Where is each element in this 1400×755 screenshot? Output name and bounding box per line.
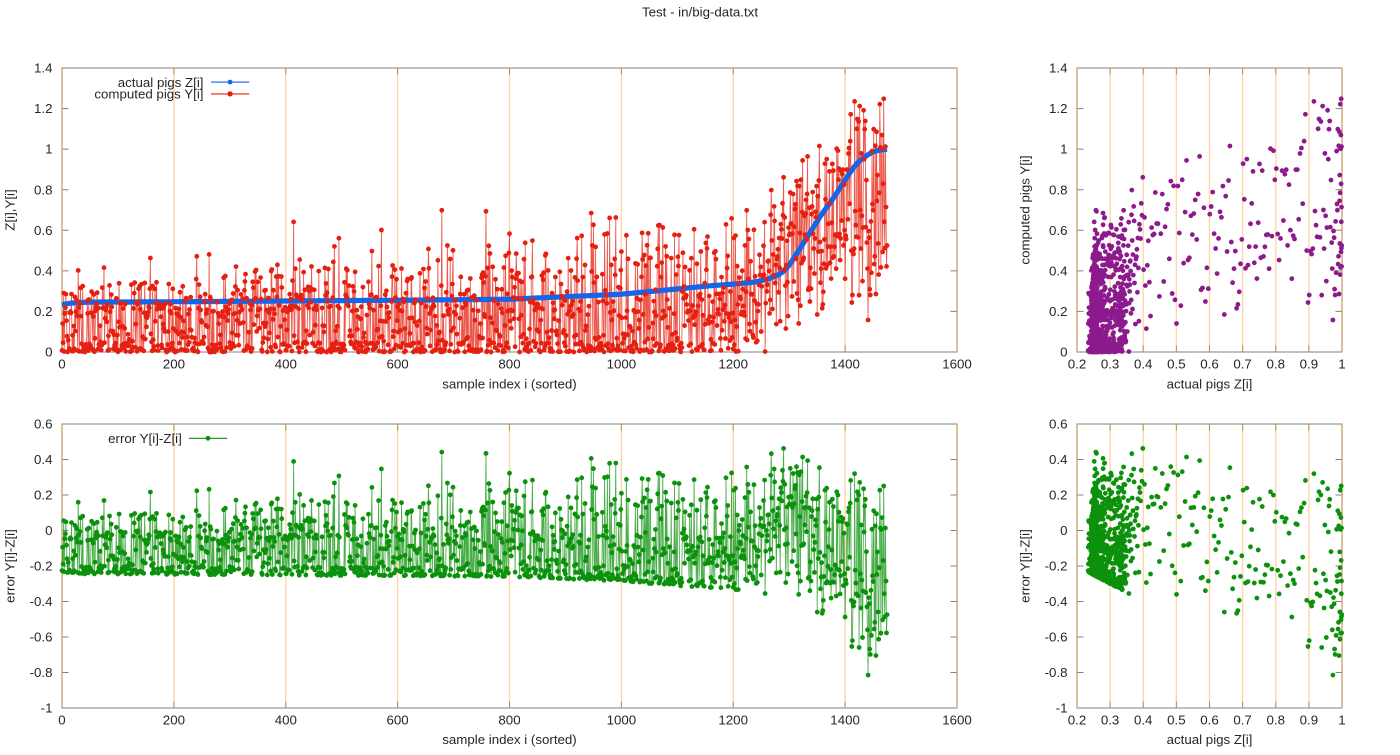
svg-text:1: 1 xyxy=(1060,142,1067,157)
svg-text:0.9: 0.9 xyxy=(1300,357,1319,372)
svg-text:-0.6: -0.6 xyxy=(1045,630,1068,645)
svg-text:-1: -1 xyxy=(1056,701,1068,716)
svg-text:0.4: 0.4 xyxy=(1049,452,1068,467)
svg-text:400: 400 xyxy=(275,713,297,728)
svg-text:-0.8: -0.8 xyxy=(30,665,53,680)
svg-text:0.6: 0.6 xyxy=(1200,357,1219,372)
svg-text:1000: 1000 xyxy=(607,357,637,372)
svg-text:0: 0 xyxy=(45,523,52,538)
svg-text:200: 200 xyxy=(163,713,185,728)
svg-text:0.8: 0.8 xyxy=(34,182,53,197)
svg-text:0.7: 0.7 xyxy=(1233,357,1252,372)
svg-text:1200: 1200 xyxy=(718,713,748,728)
svg-text:1600: 1600 xyxy=(942,713,972,728)
svg-text:1400: 1400 xyxy=(830,713,860,728)
svg-text:0: 0 xyxy=(1060,345,1067,360)
svg-text:Test - in/big-data.txt: Test - in/big-data.txt xyxy=(642,5,758,20)
svg-text:0.8: 0.8 xyxy=(1267,357,1286,372)
svg-text:actual pigs Z[i]: actual pigs Z[i] xyxy=(1167,732,1253,747)
svg-text:error Y[i]-Z[i]: error Y[i]-Z[i] xyxy=(1018,529,1033,603)
svg-text:1200: 1200 xyxy=(718,357,748,372)
svg-text:0.2: 0.2 xyxy=(1049,304,1068,319)
svg-text:0: 0 xyxy=(58,713,65,728)
svg-text:200: 200 xyxy=(163,357,185,372)
svg-text:800: 800 xyxy=(498,713,520,728)
svg-text:400: 400 xyxy=(275,357,297,372)
svg-text:800: 800 xyxy=(498,357,520,372)
svg-text:1.2: 1.2 xyxy=(34,101,53,116)
svg-text:1600: 1600 xyxy=(942,357,972,372)
svg-text:error Y[i]-Z[i]: error Y[i]-Z[i] xyxy=(3,529,18,603)
svg-text:-0.8: -0.8 xyxy=(1045,665,1068,680)
svg-text:0.6: 0.6 xyxy=(1200,713,1219,728)
svg-text:1.2: 1.2 xyxy=(1049,101,1068,116)
svg-text:-0.4: -0.4 xyxy=(1045,594,1068,609)
svg-text:0.4: 0.4 xyxy=(34,264,53,279)
svg-text:0.4: 0.4 xyxy=(1049,264,1068,279)
svg-text:1: 1 xyxy=(1338,713,1345,728)
svg-text:0.2: 0.2 xyxy=(1068,713,1087,728)
svg-text:0.4: 0.4 xyxy=(1134,713,1153,728)
svg-text:0.7: 0.7 xyxy=(1233,713,1252,728)
svg-text:-1: -1 xyxy=(41,701,53,716)
svg-text:-0.2: -0.2 xyxy=(1045,559,1068,574)
svg-text:0.5: 0.5 xyxy=(1167,713,1186,728)
svg-text:0.6: 0.6 xyxy=(1049,223,1068,238)
svg-text:0.3: 0.3 xyxy=(1101,357,1120,372)
svg-text:1400: 1400 xyxy=(830,357,860,372)
svg-text:0.8: 0.8 xyxy=(1267,713,1286,728)
svg-text:0.5: 0.5 xyxy=(1167,357,1186,372)
svg-text:0.2: 0.2 xyxy=(34,488,53,503)
svg-text:1.4: 1.4 xyxy=(34,61,53,76)
svg-text:0.8: 0.8 xyxy=(1049,182,1068,197)
svg-text:0.3: 0.3 xyxy=(1101,713,1120,728)
svg-text:error Y[i]-Z[i]: error Y[i]-Z[i] xyxy=(108,431,182,446)
svg-text:1.4: 1.4 xyxy=(1049,61,1068,76)
svg-text:0.6: 0.6 xyxy=(34,223,53,238)
svg-text:1: 1 xyxy=(45,142,52,157)
svg-text:0: 0 xyxy=(45,345,52,360)
svg-text:1: 1 xyxy=(1338,357,1345,372)
svg-text:-0.4: -0.4 xyxy=(30,594,53,609)
svg-text:0.4: 0.4 xyxy=(1134,357,1153,372)
svg-text:computed pigs Y[i]: computed pigs Y[i] xyxy=(94,87,203,102)
svg-text:0: 0 xyxy=(58,357,65,372)
svg-text:-0.6: -0.6 xyxy=(30,630,53,645)
svg-text:0.2: 0.2 xyxy=(34,304,53,319)
svg-text:sample index i (sorted): sample index i (sorted) xyxy=(442,377,577,392)
svg-text:0.9: 0.9 xyxy=(1300,713,1319,728)
svg-text:1000: 1000 xyxy=(607,713,637,728)
svg-text:600: 600 xyxy=(387,713,409,728)
svg-text:0.4: 0.4 xyxy=(34,452,53,467)
svg-text:computed pigs Y[i]: computed pigs Y[i] xyxy=(1018,155,1033,264)
svg-text:0.6: 0.6 xyxy=(1049,417,1068,432)
svg-text:0.6: 0.6 xyxy=(34,417,53,432)
svg-text:sample index i (sorted): sample index i (sorted) xyxy=(442,732,577,747)
svg-text:Z[i],Y[i]: Z[i],Y[i] xyxy=(3,189,18,230)
svg-text:0.2: 0.2 xyxy=(1049,488,1068,503)
svg-text:600: 600 xyxy=(387,357,409,372)
svg-text:-0.2: -0.2 xyxy=(30,559,53,574)
svg-text:actual pigs Z[i]: actual pigs Z[i] xyxy=(1167,377,1253,392)
svg-text:actual pigs Z[i]: actual pigs Z[i] xyxy=(118,75,204,90)
svg-text:0: 0 xyxy=(1060,523,1067,538)
svg-text:0.2: 0.2 xyxy=(1068,357,1087,372)
